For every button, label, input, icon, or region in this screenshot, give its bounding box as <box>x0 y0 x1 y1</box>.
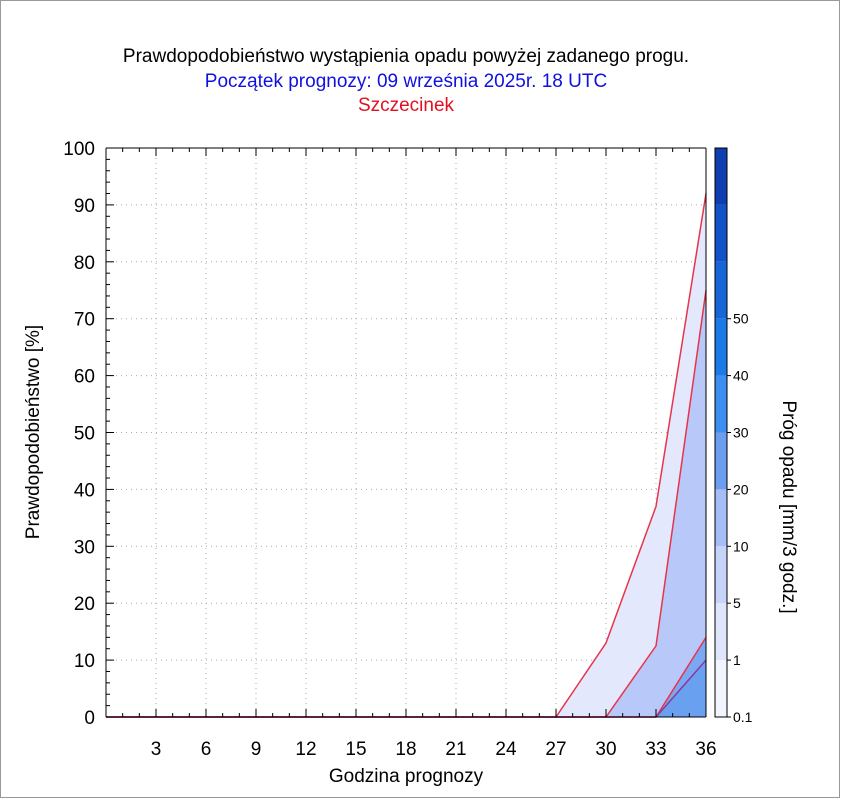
x-tick-label: 36 <box>695 739 716 760</box>
colorbar-segment-3 <box>715 489 727 547</box>
x-tick-label: 18 <box>395 739 416 760</box>
colorbar-label-10: 10 <box>733 538 749 554</box>
y-tick-label: 10 <box>74 651 95 672</box>
x-tick-label: 12 <box>295 739 316 760</box>
y-tick-label: 20 <box>74 594 95 615</box>
colorbar-label-40: 40 <box>733 368 749 384</box>
y-tick-label: 30 <box>74 537 95 558</box>
y-tick-label: 60 <box>74 367 95 388</box>
colorbar-label-20: 20 <box>733 481 749 497</box>
y-tick-label: 90 <box>74 196 95 217</box>
grid-lines <box>106 148 706 717</box>
y-axis-ticks: 0 10 20 30 40 50 60 70 80 90 100 <box>63 139 95 729</box>
colorbar-segment-2 <box>715 546 727 604</box>
x-tick-label: 27 <box>545 739 566 760</box>
y-tick-label: 50 <box>74 424 95 445</box>
y-tick-label: 40 <box>74 480 95 501</box>
x-tick-label: 9 <box>251 739 262 760</box>
colorbar-label-1: 1 <box>733 652 741 668</box>
colorbar-segment-0 <box>715 660 727 717</box>
x-tick-label: 30 <box>595 739 616 760</box>
x-axis-ticks: 3 6 9 12 15 18 21 24 27 30 33 36 <box>151 739 717 760</box>
colorbar-segment-5 <box>715 375 727 433</box>
location-name: Szczecinek <box>358 95 455 116</box>
x-tick-label: 24 <box>495 739 517 760</box>
x-tick-label: 15 <box>345 739 366 760</box>
y-axis-label: Prawdopodobieństwo [%] <box>23 325 44 539</box>
colorbar-label: Próg opadu [mm/3 godz.] <box>778 400 799 613</box>
y-tick-label: 0 <box>84 708 95 729</box>
y-tick-label: 70 <box>74 310 95 331</box>
chart-subtitle: Początek prognozy: 09 września 2025r. 18… <box>205 71 607 92</box>
colorbar: 0.1 1 5 10 20 30 40 50 <box>714 147 753 725</box>
colorbar-segment-6 <box>715 318 727 376</box>
x-tick-label: 3 <box>151 739 162 760</box>
x-tick-label: 21 <box>445 739 466 760</box>
chart-title: Prawdopodobieństwo wystąpienia opadu pow… <box>123 46 689 67</box>
colorbar-segment-9 <box>715 148 727 205</box>
colorbar-segment-7 <box>715 261 727 319</box>
plot-axes <box>105 147 707 718</box>
x-axis-label: Godzina prognozy <box>329 766 484 787</box>
x-tick-label: 33 <box>645 739 666 760</box>
y-tick-label: 100 <box>63 139 95 160</box>
area-threshold-1 <box>106 290 706 717</box>
y-tick-label: 80 <box>74 253 95 274</box>
colorbar-label-0.1: 0.1 <box>733 709 753 725</box>
x-tick-label: 6 <box>201 739 212 760</box>
colorbar-segment-1 <box>715 603 727 661</box>
colorbar-label-5: 5 <box>733 595 741 611</box>
colorbar-segment-4 <box>715 432 727 490</box>
colorbar-label-30: 30 <box>733 425 749 441</box>
colorbar-segment-8 <box>715 204 727 262</box>
colorbar-label-50: 50 <box>733 311 749 327</box>
